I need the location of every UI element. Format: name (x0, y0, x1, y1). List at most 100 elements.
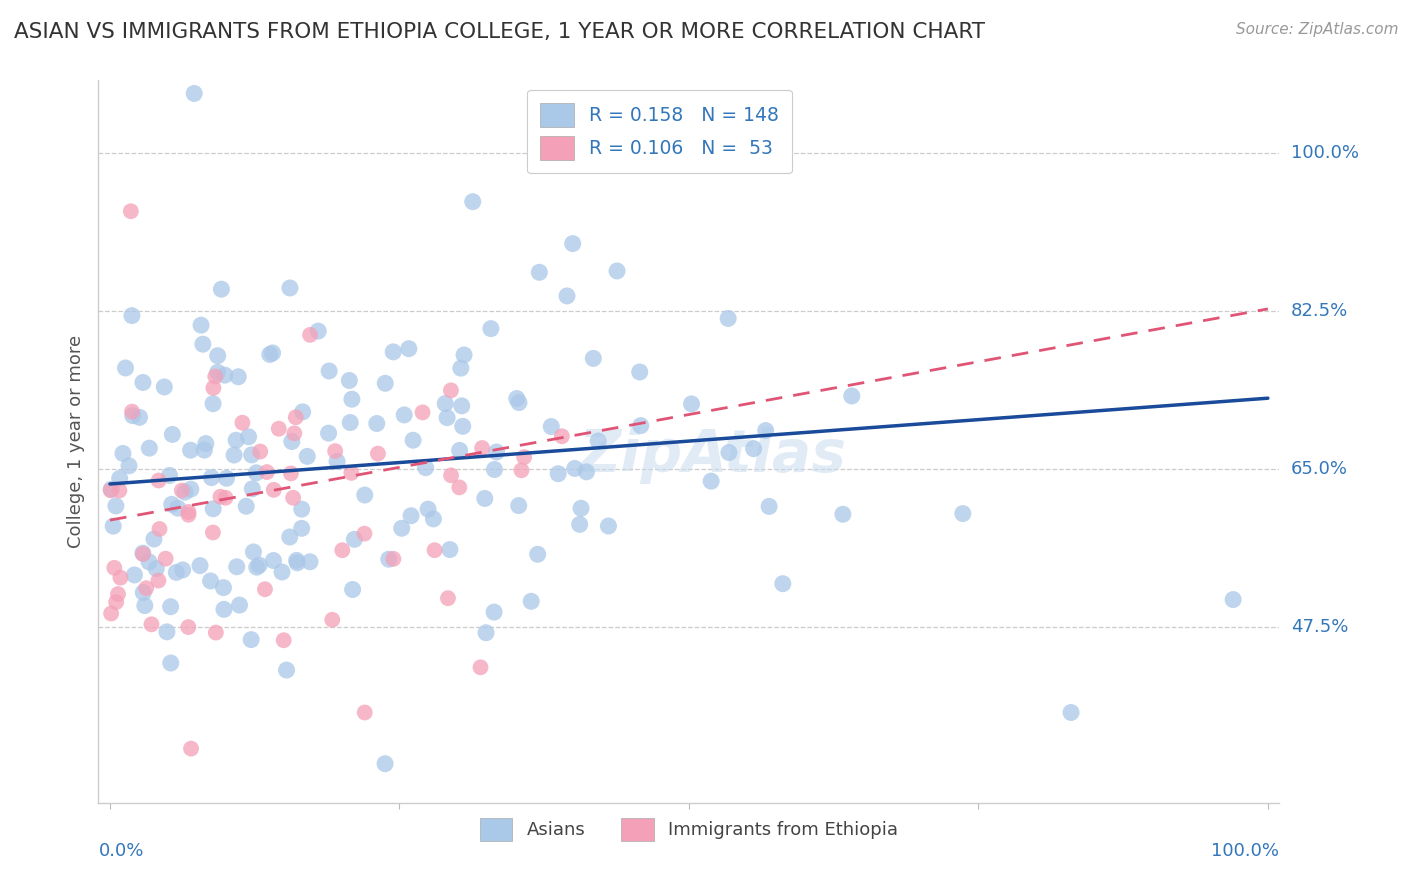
Point (513, 450, 536, 464)
Point (508, 499, 530, 513)
Point (145, 561, 167, 575)
Point (159, 599, 181, 614)
Point (143, 532, 166, 546)
Text: 100.0%: 100.0% (1212, 842, 1279, 860)
Point (582, 351, 605, 366)
Point (281, 491, 304, 505)
Point (124, 568, 146, 582)
Point (200, 470, 222, 484)
Point (174, 485, 197, 500)
Point (440, 468, 463, 483)
Point (259, 347, 281, 361)
Point (214, 368, 236, 383)
Point (630, 418, 652, 433)
Point (402, 434, 425, 448)
Point (108, 471, 131, 485)
Point (374, 756, 396, 771)
Point (278, 530, 301, 544)
Point (284, 410, 307, 425)
Point (180, 443, 202, 458)
Point (135, 581, 157, 595)
Point (569, 501, 592, 516)
Point (160, 497, 183, 511)
Point (262, 553, 284, 567)
Point (337, 374, 360, 388)
Point (271, 565, 294, 579)
Legend: Asians, Immigrants from Ethiopia: Asians, Immigrants from Ethiopia (472, 810, 905, 848)
Point (212, 602, 235, 616)
Point (340, 466, 363, 480)
Point (742, 442, 765, 456)
Point (132, 547, 155, 561)
Text: 0.0%: 0.0% (98, 842, 143, 860)
Point (132, 585, 155, 599)
Point (262, 346, 284, 360)
Point (606, 264, 628, 278)
Point (256, 465, 278, 479)
Point (415, 460, 437, 475)
Point (434, 396, 457, 410)
Point (180, 741, 202, 756)
Point (461, 194, 484, 209)
Point (231, 416, 253, 430)
Point (273, 633, 295, 648)
Point (100, 483, 122, 498)
Point (225, 434, 247, 448)
Point (242, 545, 264, 559)
Point (180, 482, 202, 496)
Text: 47.5%: 47.5% (1291, 617, 1348, 636)
Point (121, 409, 143, 423)
Point (212, 581, 235, 595)
Point (450, 399, 472, 413)
Point (159, 656, 181, 670)
Point (247, 558, 270, 573)
Point (547, 467, 569, 481)
Point (398, 342, 420, 356)
Point (318, 364, 340, 378)
Point (378, 552, 401, 566)
Point (353, 488, 375, 502)
Point (215, 471, 238, 485)
Point (291, 502, 314, 516)
Point (118, 458, 141, 473)
Y-axis label: College, 1 year or more: College, 1 year or more (66, 335, 84, 548)
Point (240, 632, 263, 647)
Point (412, 405, 434, 419)
Text: 65.0%: 65.0% (1291, 459, 1347, 477)
Point (132, 376, 155, 390)
Point (104, 499, 127, 513)
Point (471, 441, 494, 455)
Point (253, 582, 276, 597)
Point (226, 369, 249, 384)
Point (177, 620, 200, 634)
Point (422, 512, 444, 526)
Point (283, 426, 305, 441)
Point (207, 365, 229, 379)
Point (278, 281, 301, 295)
Point (586, 434, 609, 448)
Point (475, 625, 498, 640)
Point (831, 508, 853, 522)
Point (103, 561, 125, 575)
Point (202, 381, 225, 395)
Point (700, 474, 723, 488)
Point (382, 344, 405, 359)
Point (555, 289, 578, 303)
Point (717, 445, 740, 459)
Point (755, 424, 778, 438)
Point (520, 594, 543, 608)
Point (482, 605, 505, 619)
Point (165, 566, 187, 580)
Point (194, 436, 217, 450)
Point (423, 543, 446, 558)
Point (202, 501, 225, 516)
Point (162, 427, 184, 442)
Point (717, 311, 740, 326)
Point (340, 392, 363, 407)
Point (183, 87, 205, 101)
Point (321, 613, 343, 627)
Point (392, 408, 415, 422)
Point (318, 426, 340, 441)
Point (148, 574, 170, 588)
Point (343, 533, 366, 547)
